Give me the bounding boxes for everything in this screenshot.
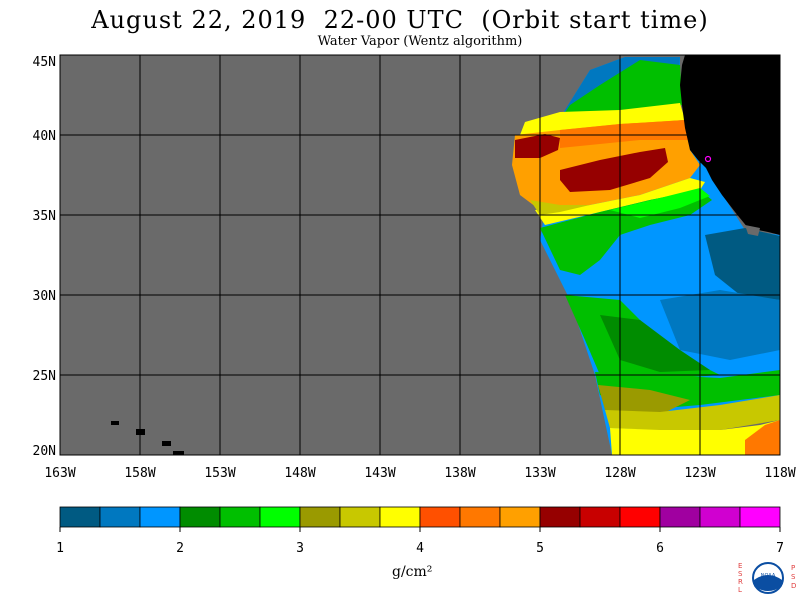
swath-region-blue-east bbox=[660, 290, 780, 360]
longitude-labels: 163W 158W 153W 148W 143W 138W 133W 128W 123W 118W bbox=[44, 466, 795, 481]
colorbar-swatch bbox=[419, 506, 461, 528]
esrl-letter-4: L bbox=[738, 586, 742, 594]
station-dot bbox=[704, 155, 712, 163]
page-subtitle: Water Vapor (Wentz algorithm) bbox=[317, 34, 523, 49]
colorbar-tick-label: 7 bbox=[776, 541, 784, 556]
swath-region-green-north bbox=[560, 60, 682, 120]
esrl-letter-3: R bbox=[738, 578, 743, 586]
lon-tick-label: 158W bbox=[124, 466, 155, 481]
page-title: August 22, 2019 22-00 UTC (Orbit start t… bbox=[91, 6, 709, 34]
psd-letter-2: S bbox=[791, 573, 796, 581]
station-label: CZD bbox=[711, 149, 729, 160]
lon-tick-label: 118W bbox=[764, 466, 795, 481]
swath-region-yellow-north bbox=[520, 103, 685, 135]
lon-tick-label: 128W bbox=[604, 466, 635, 481]
island-hawaii bbox=[173, 451, 184, 455]
psd-letter-1: P bbox=[791, 564, 795, 572]
coast-gray-patch bbox=[745, 225, 760, 236]
esrl-letter-1: E bbox=[738, 562, 742, 570]
colorbar-swatch bbox=[619, 506, 661, 528]
colorbar-swatch bbox=[459, 506, 501, 528]
swath-region-redorange bbox=[560, 120, 690, 148]
lat-tick-label: 20N bbox=[33, 444, 56, 459]
psd-letter-3: D bbox=[791, 582, 796, 590]
colorbar-swatch bbox=[259, 506, 301, 528]
colorbar bbox=[59, 506, 781, 528]
lon-tick-label: 143W bbox=[364, 466, 395, 481]
colorbar-swatch bbox=[499, 506, 541, 528]
lon-tick-label: 153W bbox=[204, 466, 235, 481]
colorbar-swatch bbox=[699, 506, 741, 528]
colorbar-swatch bbox=[579, 506, 621, 528]
swath-region-brightgreen-mid bbox=[610, 188, 710, 218]
swath-region-orange-far-south bbox=[745, 420, 780, 455]
map-gridlines bbox=[60, 55, 780, 455]
lat-tick-label: 35N bbox=[33, 209, 56, 224]
swath-region-green-mid bbox=[540, 190, 712, 275]
noaa-wave-icon bbox=[754, 575, 782, 591]
land-mask bbox=[680, 55, 780, 235]
colorbar-swatch bbox=[339, 506, 381, 528]
swath-region-darkgreen-south bbox=[600, 315, 710, 372]
lat-tick-label: 30N bbox=[33, 289, 56, 304]
colorbar-swatch bbox=[299, 506, 341, 528]
map-plot bbox=[60, 55, 780, 455]
colorbar-swatch bbox=[59, 506, 101, 528]
swath-region-olive-mid bbox=[530, 200, 590, 215]
lon-tick-label: 163W bbox=[44, 466, 75, 481]
colorbar-swatch bbox=[739, 506, 781, 528]
colorbar-swatch bbox=[659, 506, 701, 528]
lon-tick-label: 123W bbox=[684, 466, 715, 481]
colorbar-swatch bbox=[139, 506, 181, 528]
lat-tick-label: 45N bbox=[33, 55, 56, 70]
colorbar-tick-label: 2 bbox=[176, 541, 184, 556]
colorbar-swatch bbox=[219, 506, 261, 528]
colorbar-swatch bbox=[179, 506, 221, 528]
island-maui bbox=[162, 441, 171, 446]
station-marker: CZD bbox=[704, 149, 729, 163]
swath-region-darkblue-east bbox=[705, 228, 780, 300]
island-kauai bbox=[111, 421, 119, 425]
latitude-labels: 45N 40N 35N 30N 25N 20N bbox=[33, 55, 56, 459]
colorbar-tick-label: 5 bbox=[536, 541, 544, 556]
colorbar-swatch bbox=[539, 506, 581, 528]
colorbar-tick-labels: 1 2 3 4 5 6 7 bbox=[56, 527, 784, 556]
noaa-logo: E S R L NOAA P S D bbox=[738, 562, 796, 594]
colorbar-swatch bbox=[379, 506, 421, 528]
lat-tick-label: 40N bbox=[33, 129, 56, 144]
noaa-badge-text: NOAA bbox=[761, 573, 776, 579]
lat-tick-label: 25N bbox=[33, 369, 56, 384]
colorbar-tick-label: 6 bbox=[656, 541, 664, 556]
colorbar-unit-label: g/cm² bbox=[392, 564, 433, 580]
colorbar-tick-label: 1 bbox=[56, 541, 64, 556]
esrl-letter-2: S bbox=[738, 570, 743, 578]
colorbar-tick-label: 3 bbox=[296, 541, 304, 556]
swath-region-yellow-far-south bbox=[610, 420, 780, 455]
lon-tick-label: 138W bbox=[444, 466, 475, 481]
lon-tick-label: 133W bbox=[524, 466, 555, 481]
swath-region-darkred-main bbox=[560, 148, 668, 192]
colorbar-swatch bbox=[99, 506, 141, 528]
swath-region-olive-light-south bbox=[605, 395, 780, 430]
lon-tick-label: 148W bbox=[284, 466, 315, 481]
swath-region-darkred-west bbox=[515, 134, 560, 158]
map-frame bbox=[59, 54, 781, 456]
colorbar-tick-label: 4 bbox=[416, 541, 424, 556]
